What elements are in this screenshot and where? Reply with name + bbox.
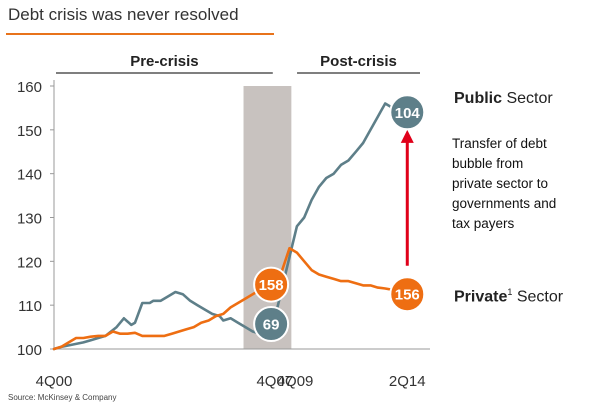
public-sector-line [52, 102, 409, 351]
annotation-line: Transfer of debt [452, 136, 547, 151]
y-tick-label: 140 [17, 167, 42, 184]
chart-title: Debt crisis was never resolved [8, 5, 239, 24]
transfer-annotation: Transfer of debt bubble from private sec… [452, 134, 592, 234]
marker-label: 158 [259, 277, 284, 294]
private-marker [253, 266, 290, 303]
y-tick-label: 160 [17, 79, 42, 96]
public-marker [389, 94, 426, 131]
period-label: Pre-crisis [130, 53, 198, 70]
y-tick-label: 120 [17, 254, 42, 271]
annotation-line: governments and [452, 196, 557, 211]
crisis-band [243, 86, 292, 349]
transfer-arrow-head [400, 129, 414, 143]
x-tick-label: 2Q14 [389, 373, 426, 390]
marker-label: 69 [263, 317, 280, 334]
private-marker [389, 276, 426, 313]
annotation-line: tax payers [452, 216, 515, 231]
private-sector-line [52, 246, 409, 351]
annotation-line: private sector to [452, 176, 549, 191]
period-label: Post-crisis [320, 53, 397, 70]
y-tick-label: 150 [17, 123, 42, 140]
y-tick-label: 110 [18, 298, 42, 315]
public-sector-label: Public Sector [454, 90, 553, 107]
private-sector-label: Private1 Sector [454, 287, 564, 306]
x-tick-label: 4Q00 [36, 373, 73, 390]
y-tick-label: 130 [17, 211, 42, 228]
x-tick-label: 4Q09 [277, 373, 314, 390]
annotation-line: bubble from [452, 156, 524, 171]
source-note: Source: McKinsey & Company [8, 393, 117, 402]
title-underline [6, 33, 274, 35]
y-tick-label: 100 [17, 342, 42, 359]
x-tick-label: 4Q07 [256, 373, 293, 390]
public-marker [253, 306, 290, 343]
marker-label: 104 [395, 105, 421, 122]
marker-label: 156 [395, 287, 420, 304]
